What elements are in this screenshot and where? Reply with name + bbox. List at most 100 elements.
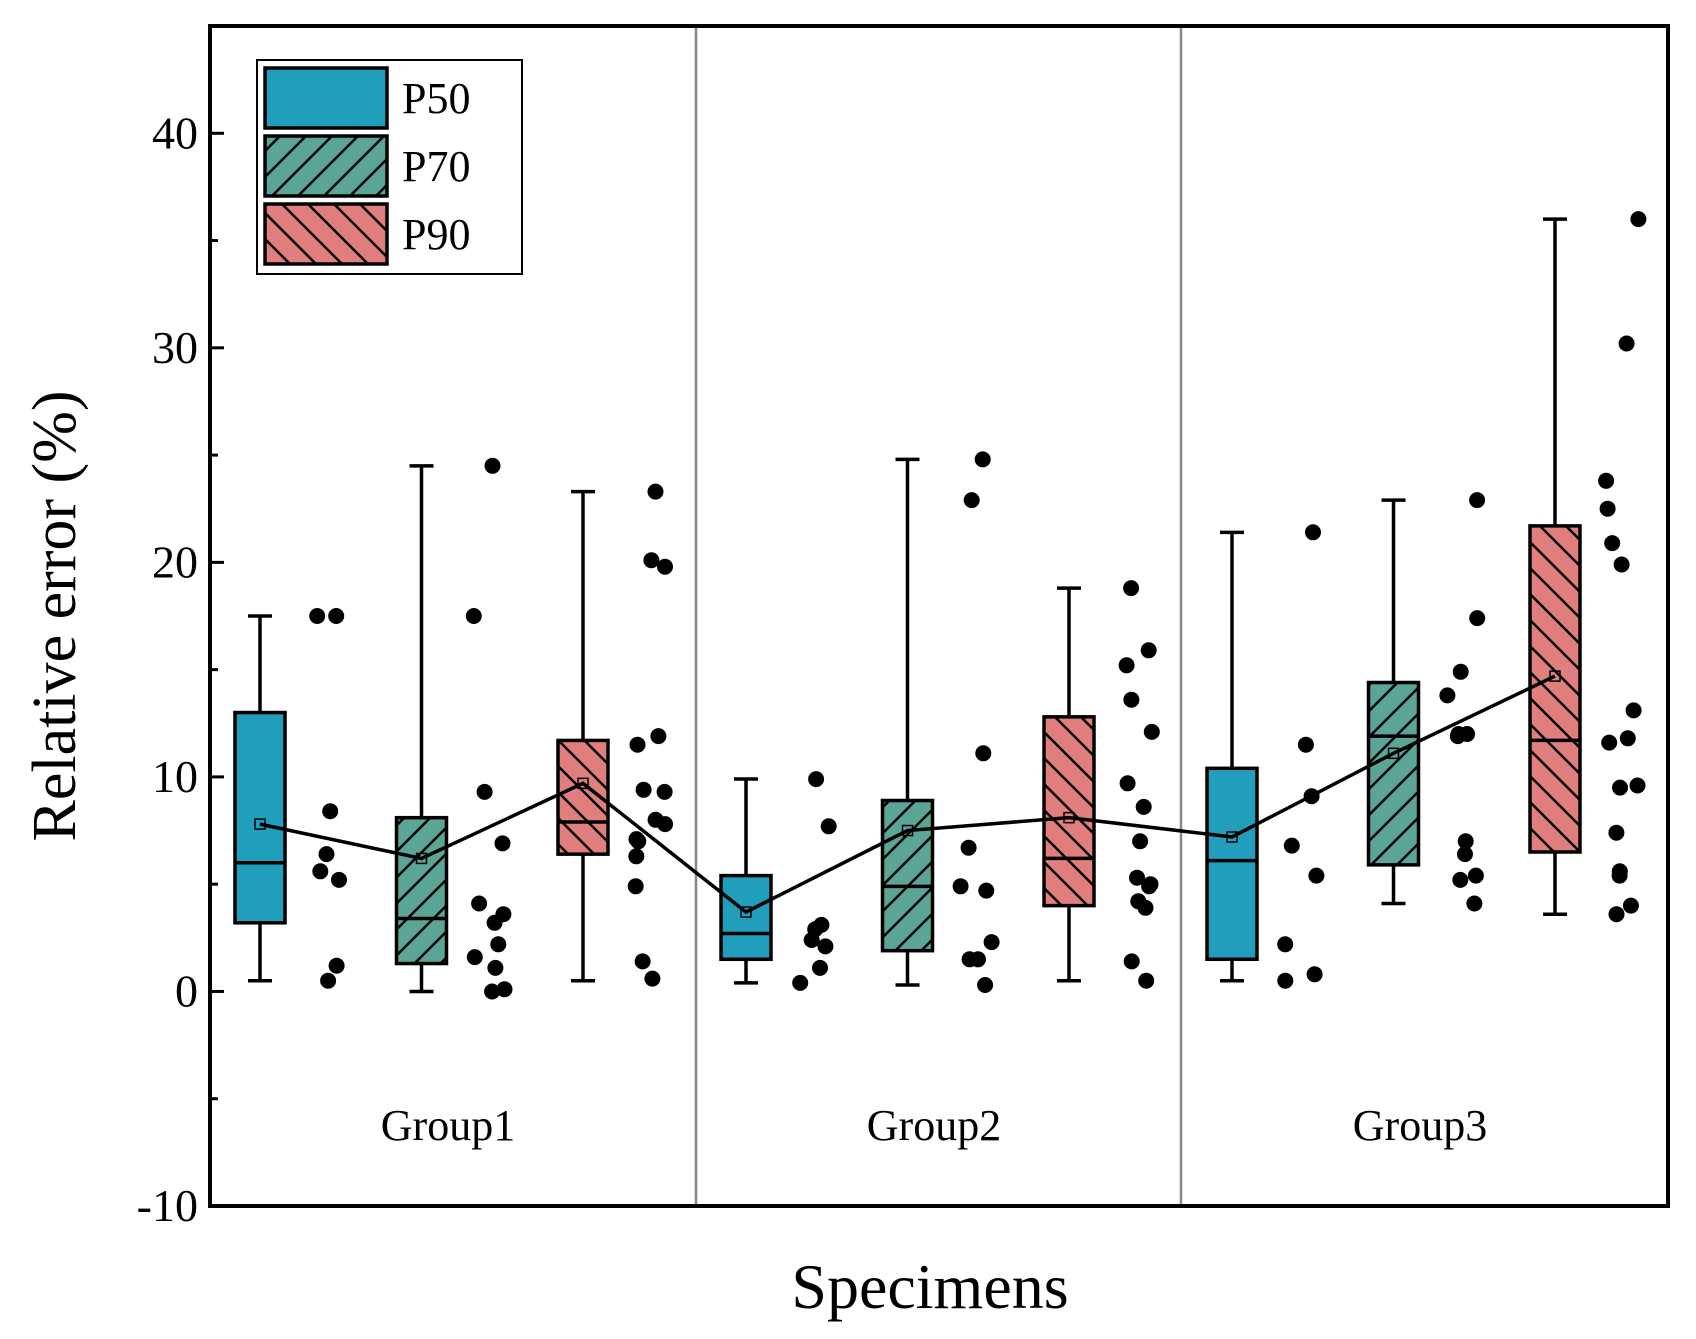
data-point (978, 882, 995, 899)
data-point (1611, 867, 1628, 884)
data-point (318, 846, 335, 863)
group-label: Group1 (381, 1101, 515, 1150)
legend-label-p50: P50 (402, 74, 470, 123)
data-point (471, 895, 488, 912)
legend-label-p70: P70 (402, 142, 470, 191)
data-point (1135, 798, 1152, 815)
data-point (1277, 972, 1294, 989)
data-point (1123, 691, 1140, 708)
legend-swatch-p70 (263, 134, 389, 198)
data-point (952, 878, 969, 895)
box-body (1366, 680, 1421, 867)
box-group3-p90 (1528, 217, 1582, 916)
data-point (1303, 788, 1320, 805)
data-point (983, 934, 1000, 951)
data-point (634, 953, 651, 970)
data-point (1140, 642, 1157, 659)
data-point (975, 745, 992, 762)
x-axis-title: Specimens (791, 1251, 1068, 1322)
legend: P50 P70 P90 (256, 59, 523, 275)
data-point (1457, 833, 1474, 850)
data-point (484, 457, 501, 474)
mean-marker (740, 906, 752, 918)
data-point (490, 936, 507, 953)
data-point (1608, 906, 1625, 923)
data-point (1449, 728, 1466, 745)
data-point (1466, 895, 1483, 912)
data-point (963, 492, 980, 509)
y-tick-label: 40 (152, 107, 198, 158)
plot-frame (208, 24, 1670, 1208)
data-point (1123, 580, 1140, 597)
box-group2-p70 (880, 457, 935, 987)
data-point (1283, 837, 1300, 854)
data-point (961, 951, 978, 968)
data-point (328, 957, 345, 974)
data-point (322, 803, 339, 820)
data-point (476, 783, 493, 800)
data-point (629, 736, 646, 753)
box-body (1205, 766, 1259, 962)
data-point (494, 835, 511, 852)
data-point (803, 932, 820, 948)
data-point (320, 972, 337, 989)
data-point (1132, 833, 1149, 850)
data-point (1619, 730, 1636, 747)
group-label: Group3 (1353, 1101, 1487, 1150)
y-tick-label: 10 (152, 751, 198, 802)
mean-connecting-line (259, 674, 1556, 915)
y-axis-title: Relative error (%) (21, 391, 89, 842)
data-point (657, 558, 673, 575)
data-point (1467, 867, 1484, 884)
data-point (812, 959, 828, 976)
data-point (465, 608, 482, 624)
y-tick-label: 30 (152, 322, 198, 373)
data-point (960, 839, 977, 856)
data-point (1630, 211, 1647, 228)
data-point (1123, 953, 1140, 970)
data-point (974, 451, 991, 468)
data-point (1629, 777, 1646, 794)
box-group3-p50 (1205, 530, 1259, 983)
box-body (394, 815, 449, 966)
data-point (1138, 972, 1155, 989)
data-point (1612, 779, 1628, 796)
data-point (1452, 871, 1469, 888)
data-point (1604, 535, 1621, 552)
data-point (808, 771, 825, 788)
data-point (1305, 524, 1321, 541)
data-point (643, 552, 660, 569)
data-point (1452, 663, 1469, 680)
data-point (1129, 869, 1145, 886)
data-point (331, 871, 347, 888)
points-layer (309, 211, 1647, 1000)
group-labels: Group1 Group2 Group3 (381, 1101, 1487, 1150)
data-point (628, 848, 645, 865)
box-body (880, 798, 935, 953)
mean-marker (577, 777, 589, 790)
data-point (817, 938, 834, 955)
data-point (1141, 878, 1158, 895)
legend-swatch-p50 (263, 66, 389, 130)
data-point (312, 863, 329, 880)
data-point (1297, 736, 1314, 753)
data-point (650, 728, 667, 745)
data-point (792, 974, 809, 991)
mean-marker (1549, 670, 1561, 682)
data-point (1308, 867, 1325, 884)
data-point (1457, 846, 1473, 863)
data-point (1598, 472, 1615, 489)
legend-swatch-p90 (263, 202, 389, 266)
legend-label-p90: P90 (402, 210, 470, 259)
data-point (644, 970, 661, 987)
data-point (1618, 335, 1635, 352)
data-point (656, 783, 673, 800)
data-point (1469, 610, 1486, 627)
data-point (328, 608, 345, 624)
data-point (635, 781, 652, 798)
box-body (1528, 524, 1582, 854)
data-point (496, 981, 513, 998)
box-group1-p70 (394, 464, 449, 994)
data-point (820, 818, 837, 835)
